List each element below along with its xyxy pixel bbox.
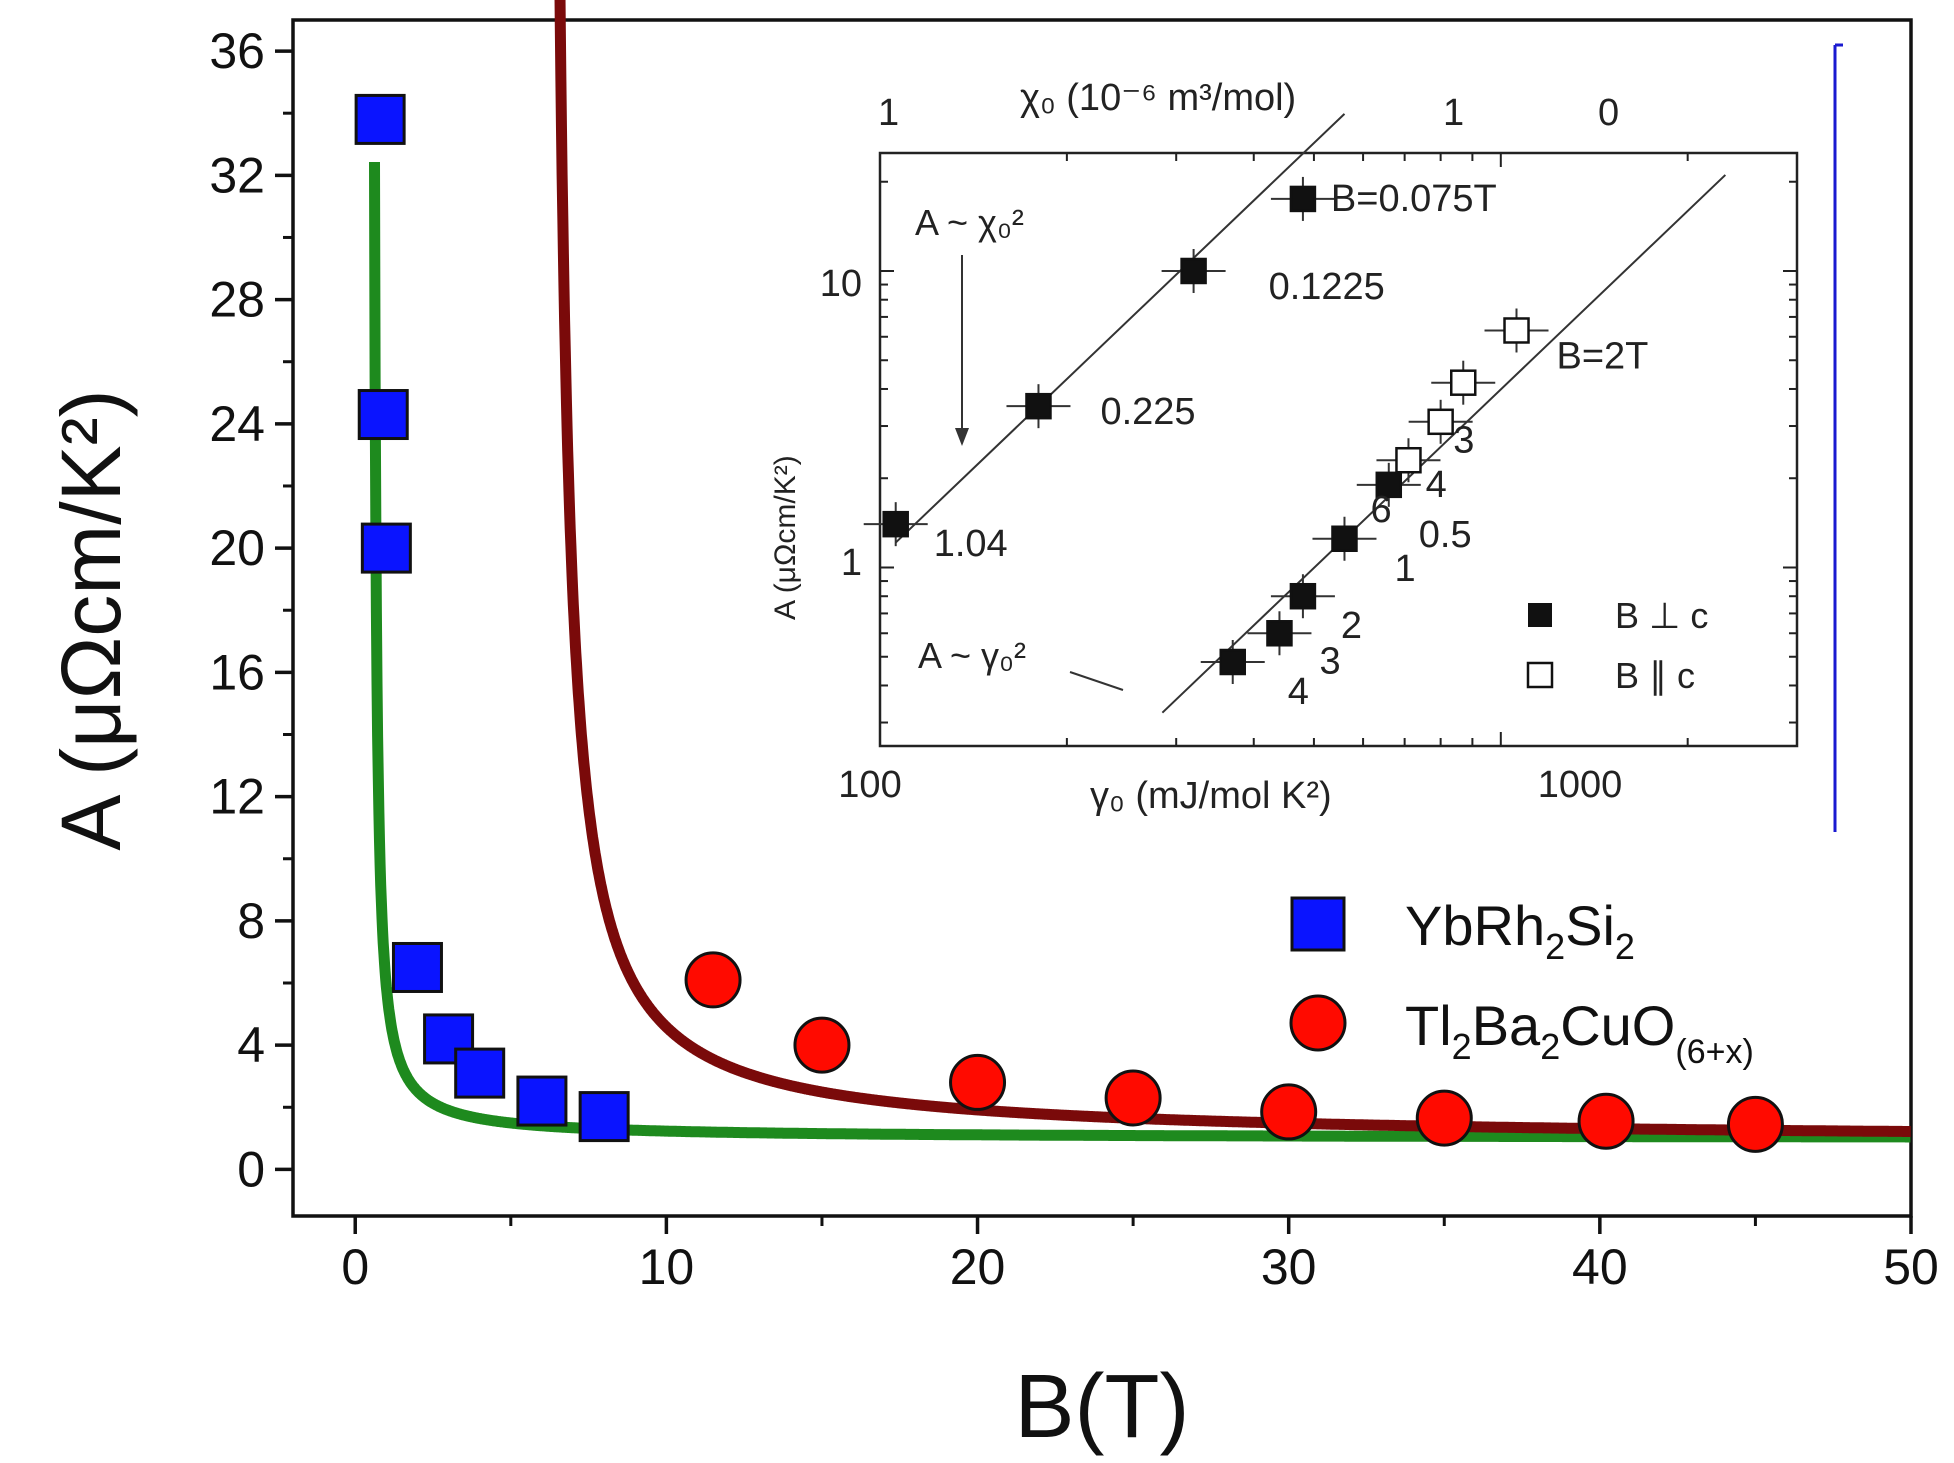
inset-point-open (1503, 317, 1530, 344)
inset-point-filled (1180, 257, 1207, 285)
inset-point-filled (1289, 582, 1317, 610)
inset-top-tick-0: 1 (878, 92, 899, 134)
fit-curve-ybrh2si2 (369, 161, 1916, 1143)
data-point-ybrh2si2 (360, 522, 412, 574)
x-tick-label: 0 (341, 1239, 369, 1295)
y-axis-label: A (μΩcm/K²) (44, 389, 138, 850)
data-point-ybrh2si2 (516, 1075, 568, 1127)
fit-curve-tl2ba2cuo (554, 0, 1916, 1137)
y-tick-label: 4 (237, 1017, 265, 1073)
inset-annotation-gamma-arrow (1069, 671, 1124, 691)
inset-ytick-1: 1 (841, 542, 862, 584)
inset-x-axis-label: γ₀ (mJ/mol K²) (1090, 775, 1332, 817)
inset-point-label: 3 (1319, 640, 1340, 682)
legend-ybrh2si2-marker (1290, 896, 1346, 952)
y-tick-label: 12 (209, 769, 265, 825)
x-tick-label: 10 (639, 1239, 695, 1295)
inset-point-filled (1375, 471, 1403, 499)
inset-top-tick-1: 1 (1443, 92, 1464, 134)
legend-tl2ba2cuo-marker (1289, 994, 1347, 1052)
inset-point-filled (1331, 525, 1358, 553)
legend-tl2ba2cuo-label: Tl2Ba2CuO(6+x) (1405, 994, 1754, 1071)
inset-point-filled (1025, 392, 1052, 420)
inset-fit-lines (895, 113, 1727, 714)
inset-point-filled (1289, 185, 1317, 213)
inset-point-open (1395, 446, 1422, 474)
y-tick-label: 0 (237, 1141, 265, 1197)
inset-ytick-10: 10 (820, 263, 862, 305)
x-tick-label: 20 (950, 1239, 1006, 1295)
inset-annotation-chi-arrowhead (955, 428, 969, 446)
inset-point-label: 6 (1370, 489, 1391, 531)
data-point-ybrh2si2 (354, 93, 406, 145)
inset-annotation-gamma: A ~ γ₀² (918, 635, 1026, 676)
data-point-tl2ba2cuo (1577, 1092, 1635, 1150)
inset-point-label: 0.1225 (1269, 266, 1385, 308)
data-point-ybrh2si2 (454, 1047, 506, 1099)
inset-point-filled (882, 510, 909, 538)
inset-point-label: 2 (1341, 605, 1362, 647)
x-tick-label: 40 (1572, 1239, 1628, 1295)
main-fit-curves (369, 0, 1916, 1143)
inset-fit-line-gamma (1161, 174, 1727, 714)
data-point-tl2ba2cuo (949, 1053, 1007, 1111)
y-tick-label: 24 (209, 396, 265, 452)
inset-xtick-1000: 1000 (1538, 764, 1623, 806)
inset-point-label: B=0.075T (1331, 178, 1497, 220)
data-point-tl2ba2cuo (1104, 1069, 1162, 1127)
inset-point-label: 3 (1453, 420, 1474, 462)
x-tick-label: 50 (1883, 1239, 1939, 1295)
y-tick-label: 8 (237, 893, 265, 949)
y-tick-label: 20 (209, 520, 265, 576)
main-data-points (354, 93, 1784, 1153)
data-point-tl2ba2cuo (793, 1016, 851, 1074)
inset-point-label: 1.04 (934, 523, 1008, 565)
y-tick-label: 36 (209, 23, 265, 79)
data-point-tl2ba2cuo (1726, 1095, 1784, 1153)
inset-xtick-100: 100 (838, 764, 901, 806)
inset-y-axis-label: A (μΩcm/K²) (769, 455, 802, 620)
inset-point-open (1427, 408, 1454, 436)
x-tick-label: 30 (1261, 1239, 1317, 1295)
inset-legend-par-label: B ∥ c (1615, 655, 1695, 696)
y-tick-label: 32 (209, 147, 265, 203)
x-axis-label: B(T) (1015, 1357, 1190, 1457)
data-point-ybrh2si2 (391, 941, 443, 993)
inset-point-label: 4 (1288, 671, 1309, 713)
inset-point-label: B=2T (1557, 335, 1649, 377)
inset-point-open (1450, 369, 1477, 396)
y-tick-label: 16 (209, 644, 265, 700)
inset-point-label: 4 (1426, 464, 1447, 506)
inset-point-filled (1266, 620, 1293, 647)
inset-top-tick-2: 0 (1598, 92, 1619, 134)
inset-point-label: 1 (1394, 548, 1415, 590)
main-legend: YbRh2Si2 Tl2Ba2CuO(6+x) (1289, 894, 1754, 1071)
inset-legend-perp-marker (1528, 603, 1552, 627)
data-point-tl2ba2cuo (1415, 1089, 1473, 1147)
inset-fit-line-chi (895, 113, 1346, 544)
inset-ticks (879, 153, 1798, 746)
legend-ybrh2si2-label: YbRh2Si2 (1405, 894, 1635, 967)
inset-point-label: 0.5 (1419, 514, 1472, 556)
inset-legend-par-marker (1526, 661, 1554, 689)
data-point-ybrh2si2 (578, 1091, 630, 1143)
inset-point-label: 0.225 (1100, 391, 1195, 433)
y-tick-label: 28 (209, 272, 265, 328)
data-point-tl2ba2cuo (684, 951, 742, 1009)
inset-point-filled (1219, 648, 1246, 676)
inset-legend-perp-label: B ⊥ c (1615, 595, 1708, 636)
inset-annotation-chi: A ~ χ₀² (915, 202, 1024, 243)
data-point-ybrh2si2 (357, 389, 409, 441)
main-plot-frame (291, 18, 1913, 1218)
data-point-tl2ba2cuo (1260, 1083, 1318, 1141)
inset-top-axis-label: χ₀ (10⁻⁶ m³/mol) (1020, 77, 1296, 119)
